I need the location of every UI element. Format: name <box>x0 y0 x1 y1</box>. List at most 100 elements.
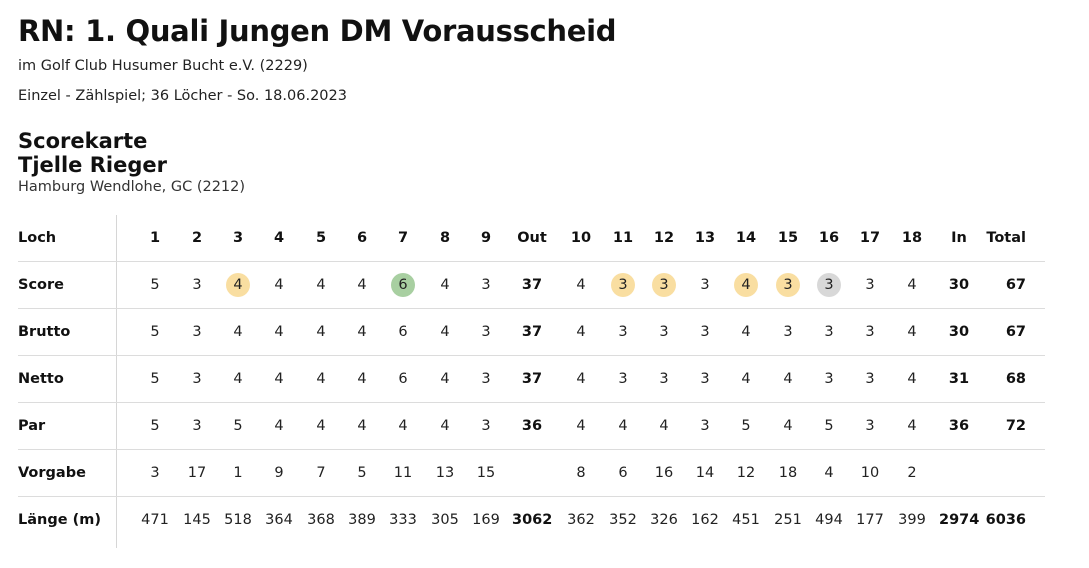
table-cell: 362 <box>567 512 595 528</box>
table-cell: 17 <box>187 465 207 481</box>
format-line: Einzel - Zählspiel; 36 Löcher - So. 18.0… <box>18 88 347 104</box>
table-cell: 389 <box>348 512 376 528</box>
table-cell: 352 <box>609 512 637 528</box>
table-cell: 6 <box>618 465 628 481</box>
table-cell: 4 <box>576 324 586 340</box>
table-cell: 3 <box>824 371 834 387</box>
table-cell: 30 <box>948 277 970 293</box>
table-cell: 3 <box>481 324 491 340</box>
table-cell: 368 <box>307 512 335 528</box>
player-club: Hamburg Wendlohe, GC (2212) <box>18 179 246 195</box>
table-cell: 4 <box>274 371 284 387</box>
table-cell: 37 <box>521 277 543 293</box>
table-row: Brutto 5 3 4 4 4 4 6 4 3 37 4 3 3 3 4 3 3 3 4 30 67 <box>18 309 1045 356</box>
player-name: Tjelle Rieger <box>18 153 167 177</box>
table-cell: 4 <box>233 324 243 340</box>
table-cell: 326 <box>650 512 678 528</box>
table-cell: 4 <box>659 418 669 434</box>
table-cell: 14 <box>695 465 715 481</box>
table-cell: 30 <box>948 324 970 340</box>
table-cell: 67 <box>1005 324 1026 340</box>
table-cell: 3 <box>824 324 834 340</box>
table-cell: 3062 <box>512 512 553 528</box>
table-cell: 3 <box>659 371 669 387</box>
table-cell: 169 <box>472 512 500 528</box>
table-cell <box>970 450 1026 496</box>
table-cell: 3 <box>700 418 710 434</box>
table-cell: 4 <box>576 418 586 434</box>
table-cell: 36 <box>948 418 970 434</box>
column-header: 2 <box>191 230 203 246</box>
table-cell: 1 <box>233 465 243 481</box>
table-cell: 5 <box>357 465 367 481</box>
table-cell: 3 <box>700 324 710 340</box>
table-cell: 4 <box>218 262 258 308</box>
table-cell: 333 <box>389 512 417 528</box>
table-row: Loch 1 2 3 4 5 6 7 8 9 Out 10 11 12 13 14 15 16 17 18 In Tota… <box>18 215 1045 262</box>
table-cell: 3 <box>700 277 710 293</box>
table-cell: 4 <box>440 371 450 387</box>
row-label: Länge (m) <box>18 512 101 528</box>
row-label: Vorgabe <box>18 465 86 481</box>
table-cell: 2974 <box>939 512 980 528</box>
table-cell: 12 <box>736 465 756 481</box>
table-cell: 5 <box>150 324 160 340</box>
row-label: Par <box>18 418 46 434</box>
table-cell: 4 <box>274 277 284 293</box>
table-cell: 4 <box>274 418 284 434</box>
table-cell: 3 <box>150 465 160 481</box>
table-cell: 68 <box>1005 371 1026 387</box>
table-row: Par 5 3 5 4 4 4 4 4 3 36 4 4 4 3 5 4 5 3 4 36 72 <box>18 403 1045 450</box>
column-header: Out <box>517 230 547 246</box>
table-cell: 471 <box>141 512 169 528</box>
table-cell: 4 <box>357 371 367 387</box>
table-cell: 4 <box>440 418 450 434</box>
table-cell: 3 <box>659 324 669 340</box>
column-header: 12 <box>653 230 675 246</box>
table-cell: 518 <box>224 512 252 528</box>
table-cell: 4 <box>907 324 917 340</box>
table-cell: 4 <box>357 418 367 434</box>
table-cell: 4 <box>316 371 326 387</box>
table-cell: 4 <box>316 324 326 340</box>
column-header: 3 <box>232 230 244 246</box>
table-cell: 5 <box>233 418 243 434</box>
scorecard-table: Loch 1 2 3 4 5 6 7 8 9 Out 10 11 12 13 14 15 16 17 18 In Tota… <box>18 215 1045 543</box>
table-cell: 3 <box>603 262 643 308</box>
column-header: 4 <box>273 230 285 246</box>
table-cell: 3 <box>192 324 202 340</box>
table-cell: 5 <box>150 418 160 434</box>
column-header: 16 <box>818 230 840 246</box>
table-row: Netto 5 3 4 4 4 4 6 4 3 37 4 3 3 3 4 4 3 3 4 31 68 <box>18 356 1045 403</box>
table-cell: 31 <box>948 371 970 387</box>
column-header: 18 <box>901 230 923 246</box>
table-cell: 3 <box>768 262 808 308</box>
score-badge: 3 <box>611 273 635 297</box>
table-cell: 4 <box>398 418 408 434</box>
table-cell: 9 <box>274 465 284 481</box>
table-cell: 3 <box>618 324 628 340</box>
table-cell: 3 <box>192 371 202 387</box>
table-cell: 177 <box>856 512 884 528</box>
table-cell: 4 <box>907 418 917 434</box>
table-cell: 3 <box>481 277 491 293</box>
table-cell: 67 <box>1005 277 1026 293</box>
table-cell: 4 <box>824 465 834 481</box>
table-cell: 4 <box>741 324 751 340</box>
table-cell: 4 <box>783 418 793 434</box>
table-cell: 6036 <box>985 512 1026 528</box>
table-cell: 4 <box>316 418 326 434</box>
table-row: Länge (m) 471 145 518 364 368 389 333 305 169 3062… <box>18 497 1045 543</box>
table-cell: 2 <box>907 465 917 481</box>
table-cell: 3 <box>618 371 628 387</box>
table-cell: 16 <box>654 465 674 481</box>
table-cell: 5 <box>824 418 834 434</box>
table-row: Vorgabe 3 17 1 9 7 5 11 13 15 8 6 16 14 12 18 4 10 2 <box>18 450 1045 497</box>
table-cell: 15 <box>476 465 496 481</box>
table-cell: 5 <box>150 277 160 293</box>
table-cell: 399 <box>898 512 926 528</box>
table-cell: 3 <box>865 418 875 434</box>
row-label: Brutto <box>18 324 71 340</box>
table-cell: 4 <box>576 277 586 293</box>
column-header: 15 <box>777 230 799 246</box>
